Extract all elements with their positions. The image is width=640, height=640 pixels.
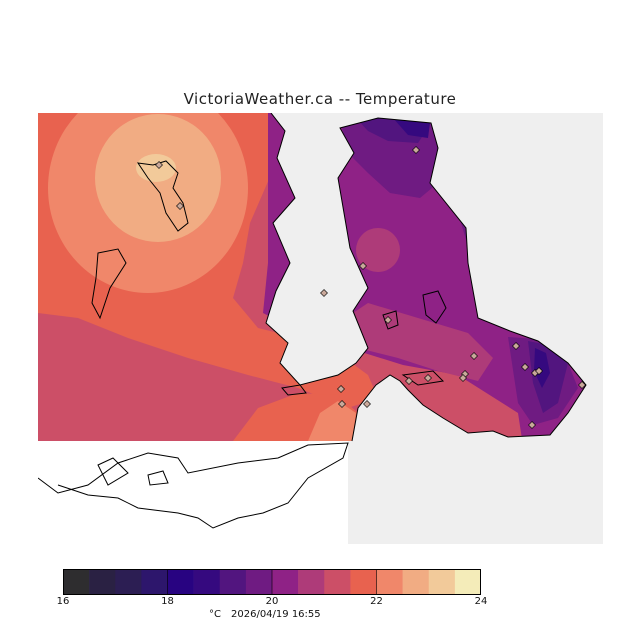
station-marker[interactable]: [528, 421, 536, 429]
station-marker[interactable]: [512, 342, 520, 350]
colorbar-swatches: [63, 569, 481, 595]
weather-stations: [155, 146, 586, 429]
map-title: VictoriaWeather.ca -- Temperature: [183, 90, 457, 108]
colorbar-swatch: [272, 569, 299, 595]
station-marker[interactable]: [337, 385, 345, 393]
station-marker[interactable]: [470, 352, 478, 360]
colorbar-tick-label: 18: [161, 596, 174, 607]
unit-label: °C: [209, 609, 221, 620]
colorbar-tick-label: 16: [56, 596, 70, 607]
station-marker[interactable]: [338, 400, 346, 408]
colorbar-swatch: [193, 569, 221, 595]
timestamp: 2026/04/19 16:55: [231, 609, 321, 620]
station-marker[interactable]: [359, 262, 367, 270]
colorbar-swatch: [298, 569, 325, 595]
station-marker[interactable]: [363, 400, 371, 408]
colorbar-swatch: [167, 569, 194, 595]
station-marker[interactable]: [412, 146, 420, 154]
temperature-map[interactable]: [38, 113, 603, 544]
colorbar-swatch: [89, 569, 116, 595]
station-marker[interactable]: [405, 377, 413, 385]
colorbar-tick-labels: 16 18 20 22 24: [0, 596, 640, 610]
station-marker[interactable]: [176, 202, 184, 210]
colorbar-swatch: [63, 569, 90, 595]
colorbar-swatch: [324, 569, 351, 595]
colorbar-swatch: [245, 569, 273, 595]
station-marker[interactable]: [578, 381, 586, 389]
colorbar-swatch: [428, 569, 456, 595]
colorbar-swatch: [141, 569, 168, 595]
station-marker[interactable]: [459, 374, 467, 382]
colorbar-swatch: [115, 569, 142, 595]
colorbar-swatch: [350, 569, 377, 595]
colorbar-tick-label: 24: [474, 596, 488, 607]
station-marker[interactable]: [155, 161, 163, 169]
colorbar-swatch: [402, 569, 430, 595]
station-marker[interactable]: [521, 363, 529, 371]
footer: °C 2026/04/19 16:55: [0, 609, 640, 623]
colorbar-swatch: [454, 569, 481, 595]
coastlines: [38, 113, 587, 529]
colorbar-tick-label: 22: [370, 596, 383, 607]
no-data-area: [38, 441, 348, 544]
station-marker[interactable]: [535, 367, 543, 375]
colorbar-swatch: [219, 569, 247, 595]
station-marker[interactable]: [424, 374, 432, 382]
station-marker[interactable]: [384, 316, 392, 324]
temperature-colorbar: [63, 569, 481, 595]
colorbar-swatch: [376, 569, 403, 595]
colorbar-tick-label: 20: [265, 596, 279, 607]
station-marker[interactable]: [320, 289, 328, 297]
